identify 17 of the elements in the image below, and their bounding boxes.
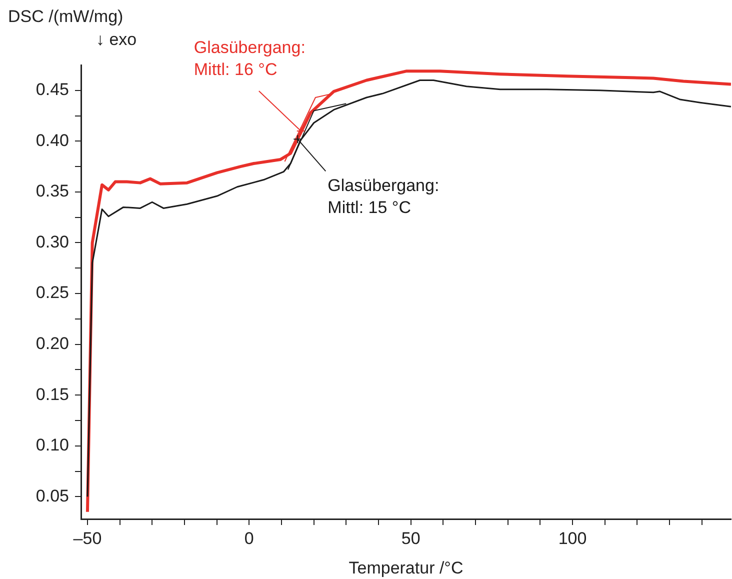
y-tick-label: 0.05: [36, 486, 69, 506]
y-axis-title: DSC /(mW/mg) ↓ exo: [8, 7, 137, 49]
x-tick-label: –50: [73, 528, 102, 548]
y-tick-label: 0.30: [36, 232, 69, 252]
x-tick-label: 50: [401, 528, 420, 548]
x-tick-label: 100: [558, 528, 587, 548]
y-tick-label: 0.35: [36, 182, 69, 201]
y-tick-label: 0.15: [36, 384, 69, 404]
x-axis-title: Temperatur /°C: [348, 558, 464, 578]
annotation: Glasübergang: Mittl: 15 °C: [328, 176, 440, 218]
y-tick-label: 0.20: [36, 334, 69, 353]
x-tick-label: 0: [244, 528, 254, 548]
y-tick-label: 0.10: [36, 436, 69, 455]
y-tick-label: 0.25: [36, 283, 69, 302]
y-tick-label: 0.40: [36, 130, 69, 150]
annotation: Glasübergang: Mittl: 16 °C: [194, 38, 306, 80]
y-tick-label: 0.45: [36, 80, 69, 100]
